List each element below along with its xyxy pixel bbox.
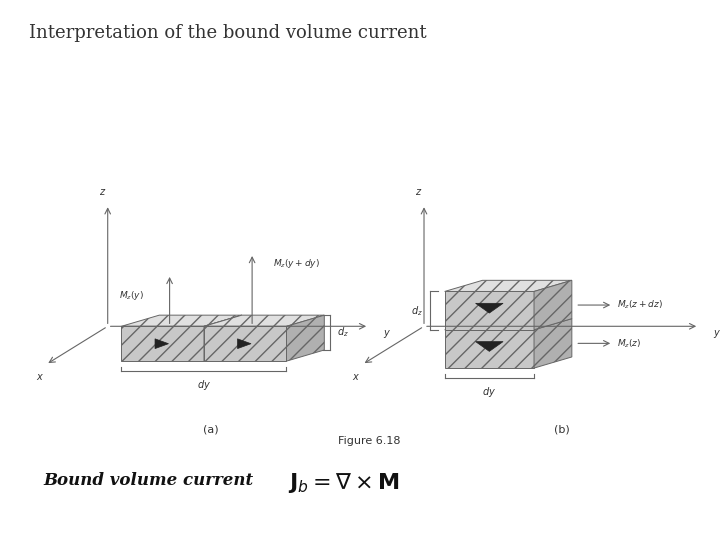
- Polygon shape: [445, 319, 572, 330]
- Text: $dy$: $dy$: [482, 385, 496, 399]
- Polygon shape: [534, 280, 572, 330]
- Text: (b): (b): [554, 424, 570, 434]
- Polygon shape: [155, 339, 168, 349]
- Text: Bound volume current: Bound volume current: [43, 472, 253, 489]
- Text: z: z: [415, 187, 420, 198]
- Polygon shape: [287, 315, 324, 361]
- Polygon shape: [476, 342, 503, 352]
- Polygon shape: [445, 280, 572, 292]
- Polygon shape: [204, 315, 324, 326]
- Text: $M_z(y + dy)$: $M_z(y + dy)$: [273, 256, 320, 269]
- Text: $\mathbf{J}_b = \nabla \times \mathbf{M}$: $\mathbf{J}_b = \nabla \times \mathbf{M}…: [288, 471, 400, 495]
- Text: (a): (a): [203, 424, 219, 434]
- Text: y: y: [713, 328, 719, 338]
- Text: z: z: [99, 187, 104, 198]
- Polygon shape: [445, 330, 534, 368]
- Polygon shape: [238, 339, 251, 349]
- Polygon shape: [204, 315, 242, 361]
- Text: x: x: [352, 372, 358, 382]
- Text: x: x: [36, 372, 42, 382]
- Polygon shape: [445, 292, 534, 330]
- Text: Figure 6.18: Figure 6.18: [338, 436, 400, 447]
- Polygon shape: [122, 315, 242, 326]
- Polygon shape: [534, 319, 572, 368]
- Polygon shape: [122, 326, 204, 361]
- Text: $M_z(z)$: $M_z(z)$: [616, 337, 641, 349]
- Text: y: y: [383, 328, 389, 338]
- Text: Interpretation of the bound volume current: Interpretation of the bound volume curre…: [29, 24, 426, 42]
- Polygon shape: [476, 303, 503, 313]
- Polygon shape: [204, 326, 287, 361]
- Text: $dy$: $dy$: [197, 378, 211, 392]
- Text: $M_z(z + dz)$: $M_z(z + dz)$: [616, 299, 662, 311]
- Text: $d_z$: $d_z$: [411, 303, 423, 318]
- Text: $M_z(y)$: $M_z(y)$: [120, 289, 144, 302]
- Text: $d_z$: $d_z$: [337, 326, 348, 340]
